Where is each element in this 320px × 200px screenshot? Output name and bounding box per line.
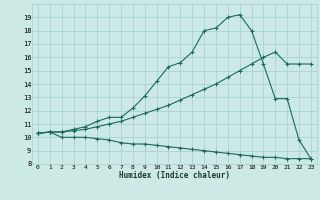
X-axis label: Humidex (Indice chaleur): Humidex (Indice chaleur) [119,171,230,180]
